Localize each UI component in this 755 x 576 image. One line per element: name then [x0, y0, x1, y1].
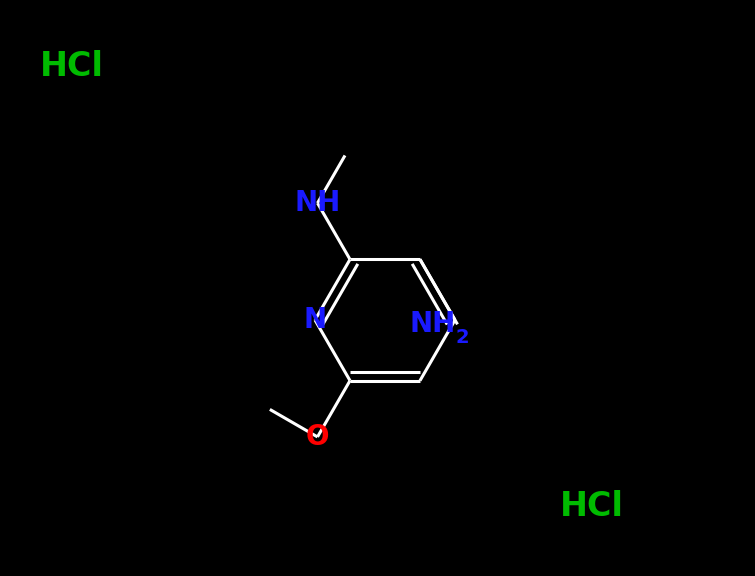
Text: NH: NH [409, 310, 455, 338]
Text: HCl: HCl [560, 490, 624, 523]
Text: O: O [306, 423, 329, 451]
Text: 2: 2 [455, 328, 469, 347]
Text: NH: NH [294, 189, 341, 217]
Text: HCl: HCl [40, 50, 104, 83]
Text: N: N [304, 306, 327, 334]
